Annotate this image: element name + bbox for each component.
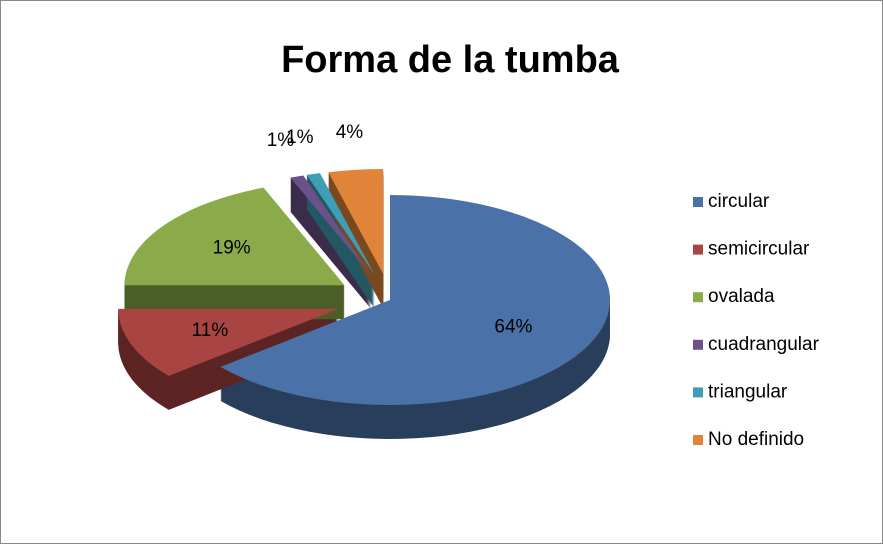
legend-swatch: [693, 339, 703, 350]
slice: [220, 195, 610, 406]
slice: [306, 173, 375, 275]
data-label: 64%: [494, 317, 532, 338]
legend-swatch: [693, 244, 703, 255]
legend-swatch: [693, 435, 703, 445]
data-label: 1%: [286, 127, 314, 148]
data-label: 19%: [213, 238, 251, 259]
slice: [290, 175, 372, 276]
legend-label: triangular: [708, 381, 788, 402]
data-label: 4%: [336, 122, 364, 143]
data-label: 1%: [267, 130, 295, 151]
slice: [118, 308, 339, 376]
legend-label: semicircular: [708, 239, 810, 260]
data-label: 11%: [192, 320, 229, 341]
chart-title: Forma de la tumba: [281, 39, 620, 81]
legend-swatch: [693, 292, 703, 303]
slice: [124, 187, 345, 286]
legend-label: circular: [708, 191, 770, 212]
legend-label: No definido: [708, 429, 804, 450]
legend-label: cuadrangular: [708, 334, 820, 355]
slice: [328, 168, 384, 274]
legend-label: ovalada: [708, 286, 775, 307]
legend-swatch: [693, 197, 703, 207]
legend-swatch: [693, 387, 703, 398]
